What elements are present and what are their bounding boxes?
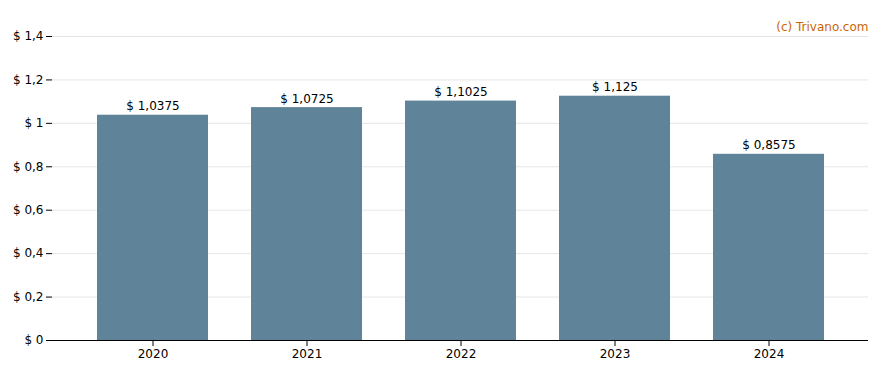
svg-text:2024: 2024 (754, 347, 785, 361)
svg-text:$ 0,8: $ 0,8 (13, 160, 44, 174)
svg-text:$ 1,4: $ 1,4 (13, 29, 44, 43)
svg-text:$ 1,0375: $ 1,0375 (126, 99, 179, 113)
svg-text:$ 0,4: $ 0,4 (13, 246, 44, 260)
svg-text:2023: 2023 (600, 347, 631, 361)
svg-text:$ 1,2: $ 1,2 (13, 73, 44, 87)
svg-text:$ 0: $ 0 (24, 333, 43, 347)
svg-text:2022: 2022 (446, 347, 477, 361)
svg-text:$ 0,8575: $ 0,8575 (742, 138, 795, 152)
svg-text:$ 1: $ 1 (24, 116, 43, 130)
svg-text:2021: 2021 (292, 347, 323, 361)
svg-text:(c) Trivano.com: (c) Trivano.com (776, 20, 868, 34)
svg-text:$ 0,2: $ 0,2 (13, 290, 44, 304)
svg-text:$ 1,1025: $ 1,1025 (434, 85, 487, 99)
svg-text:$ 0,6: $ 0,6 (13, 203, 44, 217)
svg-text:$ 1,0725: $ 1,0725 (280, 92, 333, 106)
svg-text:2020: 2020 (138, 347, 169, 361)
svg-text:$ 1,125: $ 1,125 (592, 80, 638, 94)
